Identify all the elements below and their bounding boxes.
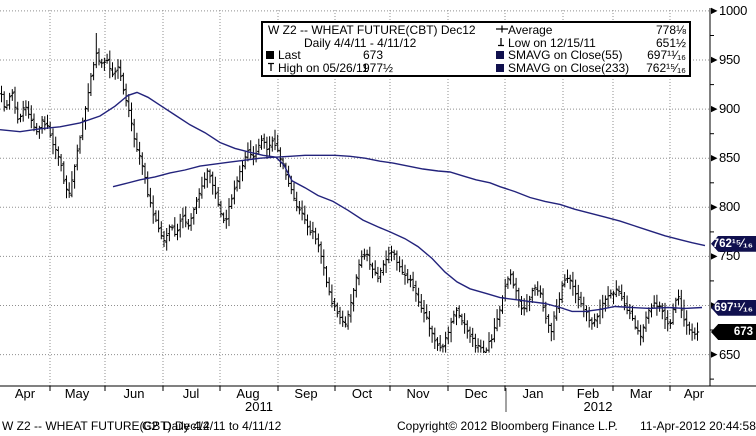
legend-label: SMAVG on Close(55) (508, 48, 623, 63)
legend-label: Average (508, 23, 553, 38)
smavg-marker-icon (496, 51, 508, 60)
legend-value: 762¹⁵⁄₁₆ (646, 60, 686, 75)
month-label-mar: Mar (629, 386, 653, 401)
legend-value: 651½ (655, 35, 686, 50)
year-label-2012: 2012 (583, 399, 613, 414)
chart-title: W Z2 -- WHEAT FUTURE(CBT) Dec12 (268, 23, 476, 38)
price-axis-label: 750 (719, 248, 741, 264)
legend-value: 778⅛ (655, 23, 686, 38)
legend-label: Last (278, 48, 301, 63)
month-label-may: May (64, 386, 90, 401)
sma55-line (0, 91, 703, 313)
month-label-aug: Aug (236, 386, 260, 401)
legend-item-last: Last 673 (266, 49, 492, 62)
legend-label: SMAVG on Close(233) (508, 60, 630, 75)
month-label-nov: Nov (406, 386, 430, 401)
legend-item-high-on-05-26-11: High on 05/26/11 977½ (266, 62, 492, 75)
month-label-apr: Apr (683, 386, 705, 401)
footer-symbol: W Z2 -- WHEAT FUTURE(CBT) Dec12 (2, 419, 210, 433)
footer-timestamp: 11-Apr-2012 20:44:58 (640, 419, 756, 433)
price-badge-697.6875: 697¹¹⁄₁₆ (711, 299, 756, 316)
month-label-oct: Oct (351, 386, 373, 401)
sma233-line (112, 154, 706, 247)
legend-item-average: Average 778⅛ (496, 24, 686, 37)
legend-title-row: W Z2 -- WHEAT FUTURE(CBT) Dec12 (266, 24, 492, 37)
price-badge-673: 673 (711, 324, 756, 340)
legend-item-smavg-on-close-55-: SMAVG on Close(55) 697¹¹⁄₁₆ (496, 49, 686, 62)
legend-value: 697¹¹⁄₁₆ (647, 48, 686, 63)
price-axis-label: 650 (719, 346, 741, 362)
legend-item-smavg-on-close-233-: SMAVG on Close(233) 762¹⁵⁄₁₆ (496, 62, 686, 75)
footer-range: Daily 4/4/11 to 4/11/12 (163, 419, 282, 433)
legend-subtitle-row: Daily 4/4/11 - 4/11/12 (266, 37, 492, 50)
price-badge-762.9375: 762¹⁵⁄₁₆ (711, 235, 756, 252)
legend-value: 977½ (363, 60, 394, 75)
price-axis-label: 800 (719, 199, 741, 215)
month-label-sep: Sep (294, 386, 318, 401)
ohlc-bars (0, 33, 700, 354)
last-price-marker-icon (266, 51, 278, 60)
chart-subtitle: Daily 4/4/11 - 4/11/12 (304, 35, 417, 50)
year-label-2011: 2011 (245, 399, 273, 414)
footer-copyright: Copyright© 2012 Bloomberg Finance L.P. (397, 419, 618, 433)
smavg-marker-icon (496, 63, 508, 72)
month-label-jun: Jun (123, 386, 145, 401)
month-label-jul: Jul (182, 386, 200, 401)
legend-item-low-on-12-15-11: Low on 12/15/11 651½ (496, 37, 686, 50)
price-axis-label: 900 (719, 101, 741, 117)
month-label-dec: Dec (464, 386, 488, 401)
chart-legend: W Z2 -- WHEAT FUTURE(CBT) Dec12 Daily 4/… (261, 21, 691, 77)
legend-label: High on 05/26/11 (278, 60, 369, 75)
price-axis-label: 1000 (719, 2, 748, 18)
price-axis-label: 950 (719, 52, 741, 68)
month-label-feb: Feb (576, 386, 600, 401)
legend-label: Low on 12/15/11 (508, 35, 596, 50)
month-label-jan: Jan (522, 386, 544, 401)
legend-value: 673 (363, 48, 384, 63)
footer-code: G2 (142, 419, 159, 433)
price-axis-label: 850 (719, 150, 741, 166)
month-label-apr: Apr (14, 386, 36, 401)
